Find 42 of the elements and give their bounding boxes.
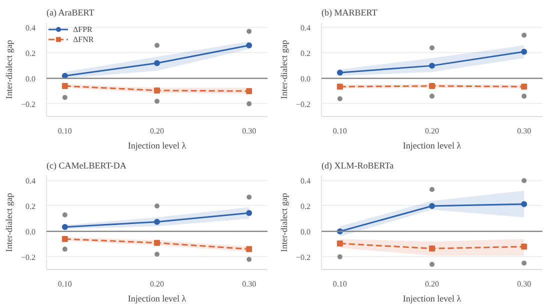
y-tick-label: 0.0 (26, 227, 36, 236)
y-tick-label: 0.0 (300, 227, 310, 236)
y-tick-label: 0.2 (26, 48, 36, 58)
x-tick-label: 0.20 (150, 126, 164, 136)
y-axis-title: Inter-dialect gap (4, 39, 14, 100)
x-axis-title: Injection level λ (402, 140, 462, 150)
x-tick-label: 0.20 (150, 280, 164, 288)
x-axis-title: Injection level λ (128, 140, 187, 150)
x-tick-label: 0.30 (242, 280, 256, 288)
y-tick-label: 0.2 (300, 48, 310, 58)
x-tick-label: 0.30 (242, 126, 256, 136)
y-tick-label: 0.2 (26, 202, 36, 211)
y-tick-label: 0.2 (300, 202, 310, 211)
x-tick-label: 0.10 (332, 126, 347, 136)
y-axis-title: Inter-dialect gap (4, 192, 14, 252)
x-axis-title: Injection level λ (402, 294, 462, 304)
x-tick-label: 0.10 (58, 126, 72, 136)
x-tick-label: 0.20 (425, 280, 439, 288)
y-tick-label: −0.2 (296, 252, 311, 262)
y-axis-title: Inter-dialect gap (278, 192, 289, 252)
x-tick-label: 0.20 (425, 126, 439, 136)
y-tick-label: 0.0 (26, 74, 36, 84)
y-tick-label: −0.2 (20, 100, 36, 109)
y-tick-label: 0.4 (300, 176, 310, 186)
x-tick-label: 0.30 (517, 280, 532, 288)
y-tick-label: −0.2 (20, 252, 36, 262)
chart-title: (a) AraBERT (46, 8, 95, 18)
chart-title: (b) MARBERT (322, 8, 378, 18)
y-tick-label: 0.4 (26, 176, 36, 186)
x-axis-title: Injection level λ (128, 294, 187, 304)
chart-title: (d) XLM-RoBERTa (322, 160, 394, 170)
y-tick-label: 0.4 (26, 24, 36, 33)
y-tick-label: −0.2 (296, 100, 311, 109)
chart-title: (c) CAMeLBERT-DA (46, 160, 127, 170)
x-tick-label: 0.30 (517, 126, 532, 136)
x-tick-label: 0.10 (58, 280, 72, 288)
legend-label: ΔFPR (73, 24, 93, 34)
legend-label: ΔFNR (73, 34, 94, 44)
x-tick-label: 0.10 (332, 280, 347, 288)
y-tick-label: 0.0 (300, 74, 310, 84)
y-axis-title: Inter-dialect gap (278, 39, 289, 100)
y-tick-label: 0.4 (300, 24, 310, 33)
